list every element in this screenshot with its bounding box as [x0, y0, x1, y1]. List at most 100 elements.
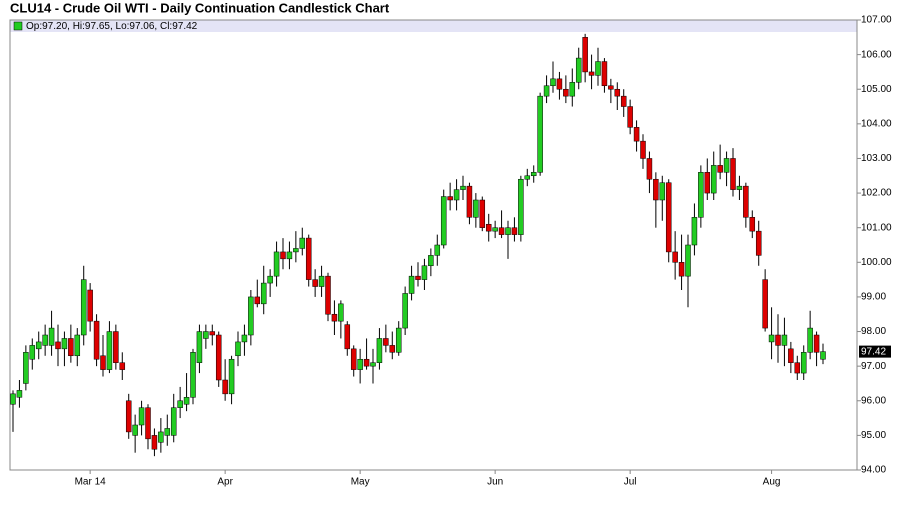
candle-body — [248, 296, 254, 336]
candle-body — [87, 289, 93, 322]
candle-body — [196, 331, 203, 363]
candle-body — [235, 341, 241, 357]
y-tick-label: 97.00 — [861, 361, 886, 372]
candle-body — [440, 196, 447, 246]
candle-body — [698, 172, 704, 218]
candle-body — [158, 431, 164, 443]
candle-body — [363, 358, 370, 367]
candle-body — [447, 196, 453, 201]
candle-body — [627, 106, 633, 128]
candle-body — [408, 275, 415, 294]
y-tick-label: 102.00 — [861, 188, 892, 199]
candle-body — [614, 88, 621, 97]
candle-body — [755, 230, 762, 256]
y-tick-label: 99.00 — [861, 292, 886, 303]
candle-body — [383, 338, 389, 346]
candle-body — [177, 400, 183, 408]
candle-body — [730, 158, 736, 190]
candle-body — [807, 327, 813, 353]
candle-body — [273, 251, 280, 277]
candle-body — [113, 331, 119, 363]
candle-body — [569, 82, 576, 97]
candle-body — [389, 345, 396, 353]
candle-body — [749, 217, 756, 232]
x-tick-label: Aug — [763, 477, 781, 488]
candle-body — [492, 227, 498, 232]
candle-body — [646, 158, 653, 180]
y-tick-label: 94.00 — [861, 465, 886, 476]
candle-body — [794, 362, 801, 374]
candle-body — [286, 251, 293, 260]
candle-body — [800, 352, 807, 374]
candle-body — [640, 140, 646, 159]
candle-body — [511, 227, 518, 235]
y-tick-label: 103.00 — [861, 153, 892, 164]
candle-body — [473, 199, 479, 218]
candle-body — [550, 78, 556, 87]
y-tick-label: 101.00 — [861, 222, 892, 233]
x-tick-label: Mar 14 — [75, 477, 107, 488]
candle-body — [331, 313, 338, 322]
candle-body — [723, 158, 730, 173]
candle-body — [241, 334, 248, 343]
y-tick-label: 105.00 — [861, 84, 892, 95]
candle-body — [498, 227, 505, 235]
candle-body — [582, 37, 588, 73]
candle-body — [125, 400, 132, 433]
candle-body — [344, 324, 351, 350]
candle-body — [164, 428, 171, 436]
candle-body — [421, 265, 428, 280]
candle-body — [653, 178, 659, 201]
candle-body — [415, 275, 421, 280]
candle-body — [100, 355, 106, 370]
candle-body — [299, 237, 306, 249]
candle-body — [215, 334, 222, 381]
candle-body — [434, 244, 441, 256]
candle-body — [460, 185, 466, 190]
candle-body — [350, 348, 357, 370]
candle-body — [775, 334, 781, 346]
candle-body — [254, 296, 261, 305]
candle-body — [768, 334, 775, 343]
candle-body — [704, 172, 711, 194]
candle-body — [55, 341, 61, 350]
candle-body — [575, 57, 582, 83]
candle-body — [563, 88, 569, 97]
candle-body — [543, 85, 550, 97]
candle-body — [691, 217, 698, 246]
candle-body — [820, 351, 826, 360]
candle-body — [402, 293, 408, 329]
candle-body — [601, 61, 608, 87]
candle-body — [183, 397, 190, 405]
candle-body — [530, 172, 537, 177]
y-tick-label: 98.00 — [861, 326, 886, 337]
candle-body — [453, 189, 460, 201]
y-tick-label: 104.00 — [861, 118, 892, 129]
candle-body — [665, 182, 672, 253]
candle-body — [318, 275, 325, 287]
candle-body — [312, 279, 318, 287]
candle-body — [68, 338, 74, 357]
candle-body — [710, 165, 717, 194]
candle-body — [781, 334, 788, 346]
candle-body — [524, 175, 531, 180]
candle-body — [595, 61, 601, 76]
y-tick-label: 96.00 — [861, 395, 886, 406]
candle-body — [762, 279, 768, 329]
candle-body — [537, 95, 543, 173]
candle-body — [678, 262, 685, 277]
candle-body — [80, 279, 87, 336]
x-tick-label: May — [351, 477, 370, 488]
candle-body — [370, 362, 376, 367]
legend-text: Op:97.20, Hi:97.65, Lo:97.06, Cl:97.42 — [26, 21, 198, 32]
candle-body — [485, 223, 492, 232]
candle-body — [29, 345, 36, 360]
plot-frame — [9, 19, 858, 471]
candle-body — [228, 358, 235, 395]
candle-body — [505, 227, 511, 235]
candle-body — [222, 379, 228, 395]
candle-body — [518, 178, 524, 235]
candle-body — [132, 424, 138, 436]
candle-body — [61, 338, 68, 350]
